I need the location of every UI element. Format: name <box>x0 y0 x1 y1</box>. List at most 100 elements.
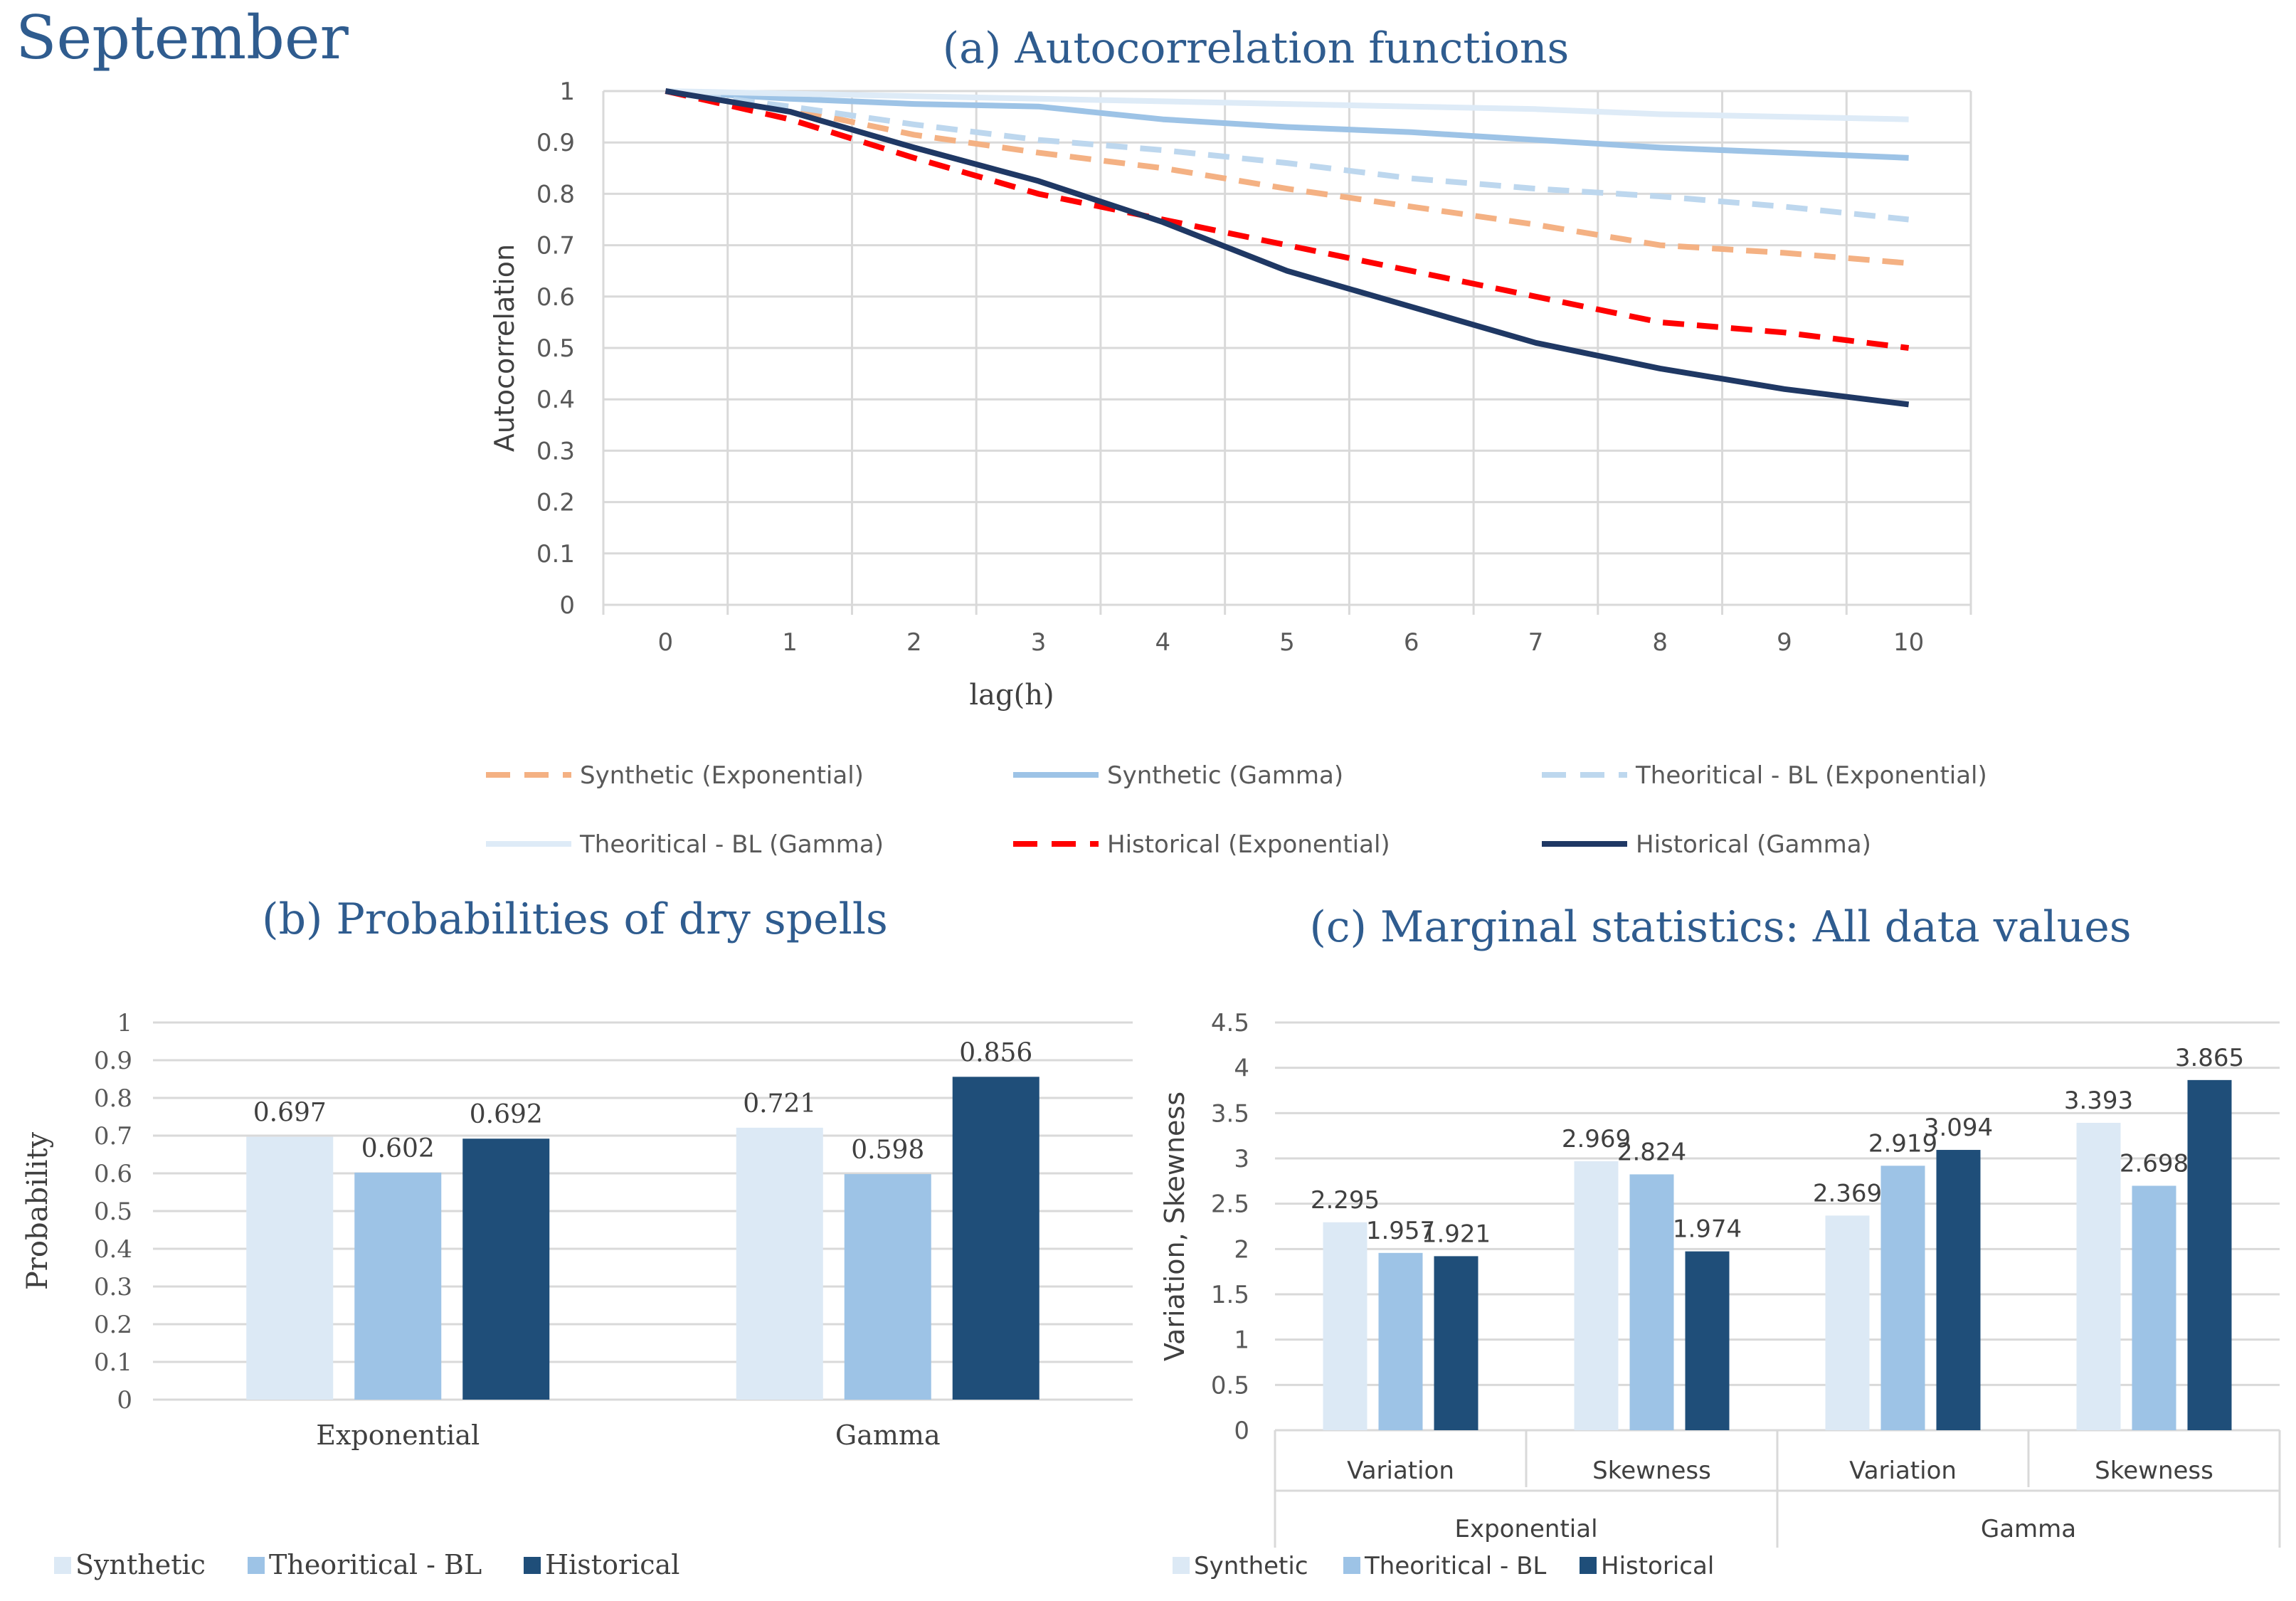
bar-0-1 <box>354 1172 442 1400</box>
legend-label-0: Synthetic (Exponential) <box>580 761 864 790</box>
legend-label-5: Historical (Gamma) <box>1636 830 1871 859</box>
bar-value-label: 2.698 <box>2120 1149 2189 1178</box>
y-tick-label: 0.4 <box>536 386 575 414</box>
y-tick-label: 0.9 <box>536 129 575 157</box>
bar-value-label: 0.692 <box>470 1100 543 1129</box>
series-line-4 <box>665 88 1910 351</box>
y-tick-label: 0 <box>117 1386 132 1415</box>
bar-0-2 <box>462 1138 550 1400</box>
y-tick-label: 1 <box>117 1009 132 1037</box>
chart-b-title: (b) Probabilities of dry spells <box>262 894 888 944</box>
series-line-2 <box>665 88 1910 223</box>
x-tick-label: 10 <box>1893 628 1924 657</box>
y-tick-label: 0.1 <box>536 540 575 569</box>
bar-value-label: 0.856 <box>959 1038 1032 1067</box>
legend-swatch-1 <box>1343 1557 1360 1574</box>
y-tick-label: 0.2 <box>536 489 575 517</box>
x-tick-label: 7 <box>1528 628 1544 657</box>
legend-swatch-0 <box>1173 1557 1190 1574</box>
x-tick-label: 5 <box>1279 628 1295 657</box>
bar-1-0 <box>1574 1161 1619 1430</box>
y-tick-label: 0.9 <box>94 1047 132 1075</box>
y-tick-label: 2.5 <box>1211 1190 1249 1219</box>
bar-3-0 <box>2076 1122 2121 1430</box>
y-tick-label: 0.6 <box>94 1160 132 1188</box>
legend-label-4: Historical (Exponential) <box>1107 830 1390 859</box>
category-label: Exponential <box>316 1420 480 1451</box>
y-axis-label: Probability <box>21 1131 54 1290</box>
y-tick-label: 1 <box>559 78 575 106</box>
bar-value-label: 0.697 <box>253 1099 327 1128</box>
legend-label-1: Theoritical - BL <box>269 1549 482 1580</box>
x-tick-label: 2 <box>906 628 922 657</box>
bar-2-1 <box>1880 1166 1925 1430</box>
bar-0-0 <box>246 1136 334 1400</box>
chart-marginal-statistics: (c) Marginal statistics: All data values… <box>1159 902 2281 1580</box>
y-tick-label: 3 <box>1234 1145 1249 1173</box>
legend-swatch-0 <box>54 1557 71 1574</box>
x-tick-label: 8 <box>1652 628 1668 657</box>
bar-value-label: 2.919 <box>1868 1129 1937 1158</box>
bar-2-2 <box>1936 1150 1981 1430</box>
chart-dry-spells: (b) Probabilities of dry spells 0 0.1 0.2 0.… <box>21 894 1133 1580</box>
legend-swatch-2 <box>1580 1557 1597 1574</box>
legend-label-2: Historical <box>545 1549 679 1580</box>
x-tick-label: 6 <box>1404 628 1419 657</box>
bar-value-label: 1.957 <box>1366 1217 1435 1245</box>
legend-label-2: Theoritical - BL (Exponential) <box>1635 761 1987 790</box>
y-tick-label: 0.2 <box>94 1311 132 1339</box>
y-tick-label: 0 <box>559 591 575 620</box>
y-tick-label: 0.5 <box>1211 1371 1249 1400</box>
bar-value-label: 1.921 <box>1422 1220 1491 1248</box>
chart-c-title: (c) Marginal statistics: All data values <box>1309 902 2131 952</box>
legend-label-0: Synthetic <box>75 1549 206 1580</box>
chart-a-title: (a) Autocorrelation functions <box>943 23 1570 73</box>
y-tick-label: 0.3 <box>536 437 575 465</box>
y-tick-label: 0.7 <box>536 232 575 260</box>
bar-3-2 <box>2187 1079 2232 1430</box>
series-line-1 <box>665 88 1909 161</box>
page-title: September <box>16 3 349 73</box>
y-tick-label: 1 <box>1234 1326 1249 1355</box>
y-tick-label: 0.3 <box>94 1273 132 1301</box>
group-label: Exponential <box>1454 1515 1597 1543</box>
y-axis-label: Autocorrelation <box>489 244 520 452</box>
y-tick-label: 2 <box>1234 1235 1249 1264</box>
group-label: Gamma <box>1981 1515 2076 1543</box>
bar-value-label: 3.393 <box>2064 1087 2133 1115</box>
bar-value-label: 2.969 <box>1562 1125 1631 1153</box>
bar-0-1 <box>1378 1252 1423 1430</box>
bar-value-label: 2.824 <box>1617 1138 1686 1166</box>
bar-1-1 <box>1629 1174 1674 1430</box>
bar-value-label: 0.598 <box>851 1136 924 1165</box>
y-tick-label: 0 <box>1234 1417 1249 1445</box>
bar-1-2 <box>952 1077 1039 1400</box>
series-line-5 <box>665 88 1910 408</box>
legend-label-3: Theoritical - BL (Gamma) <box>579 830 884 859</box>
x-tick-label: 3 <box>1031 628 1047 657</box>
bar-value-label: 1.974 <box>1673 1215 1742 1244</box>
y-tick-label: 0.1 <box>94 1348 132 1377</box>
category-label: Skewness <box>2095 1457 2213 1485</box>
bar-value-label: 3.094 <box>1924 1114 1993 1142</box>
y-tick-label: 0.6 <box>536 283 575 312</box>
legend-swatch-2 <box>524 1557 541 1574</box>
bar-value-label: 0.721 <box>743 1089 816 1119</box>
y-tick-label: 0.5 <box>536 334 575 363</box>
x-tick-label: 9 <box>1777 628 1792 657</box>
series-line-0 <box>665 88 1909 266</box>
y-tick-label: 0.8 <box>94 1084 132 1113</box>
series-line-3 <box>665 88 1909 122</box>
bar-value-label: 0.602 <box>361 1134 435 1163</box>
y-tick-label: 1.5 <box>1211 1281 1249 1309</box>
y-tick-label: 0.8 <box>536 180 575 208</box>
bar-2-0 <box>1825 1215 1870 1430</box>
x-tick-label: 0 <box>658 628 674 657</box>
category-label: Skewness <box>1592 1457 1711 1485</box>
bar-1-0 <box>736 1127 823 1400</box>
x-tick-label: 1 <box>782 628 798 657</box>
y-tick-label: 0.5 <box>94 1198 132 1226</box>
y-tick-label: 0.7 <box>94 1122 132 1151</box>
bar-1-2 <box>1685 1251 1730 1430</box>
legend-swatch-1 <box>248 1557 265 1574</box>
